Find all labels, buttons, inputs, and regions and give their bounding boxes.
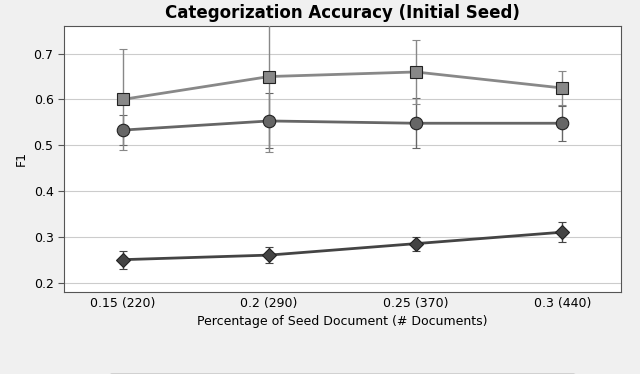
X-axis label: Percentage of Seed Document (# Documents): Percentage of Seed Document (# Documents… — [197, 315, 488, 328]
Title: Categorization Accuracy (Initial Seed): Categorization Accuracy (Initial Seed) — [165, 4, 520, 22]
Y-axis label: F1: F1 — [15, 151, 28, 166]
